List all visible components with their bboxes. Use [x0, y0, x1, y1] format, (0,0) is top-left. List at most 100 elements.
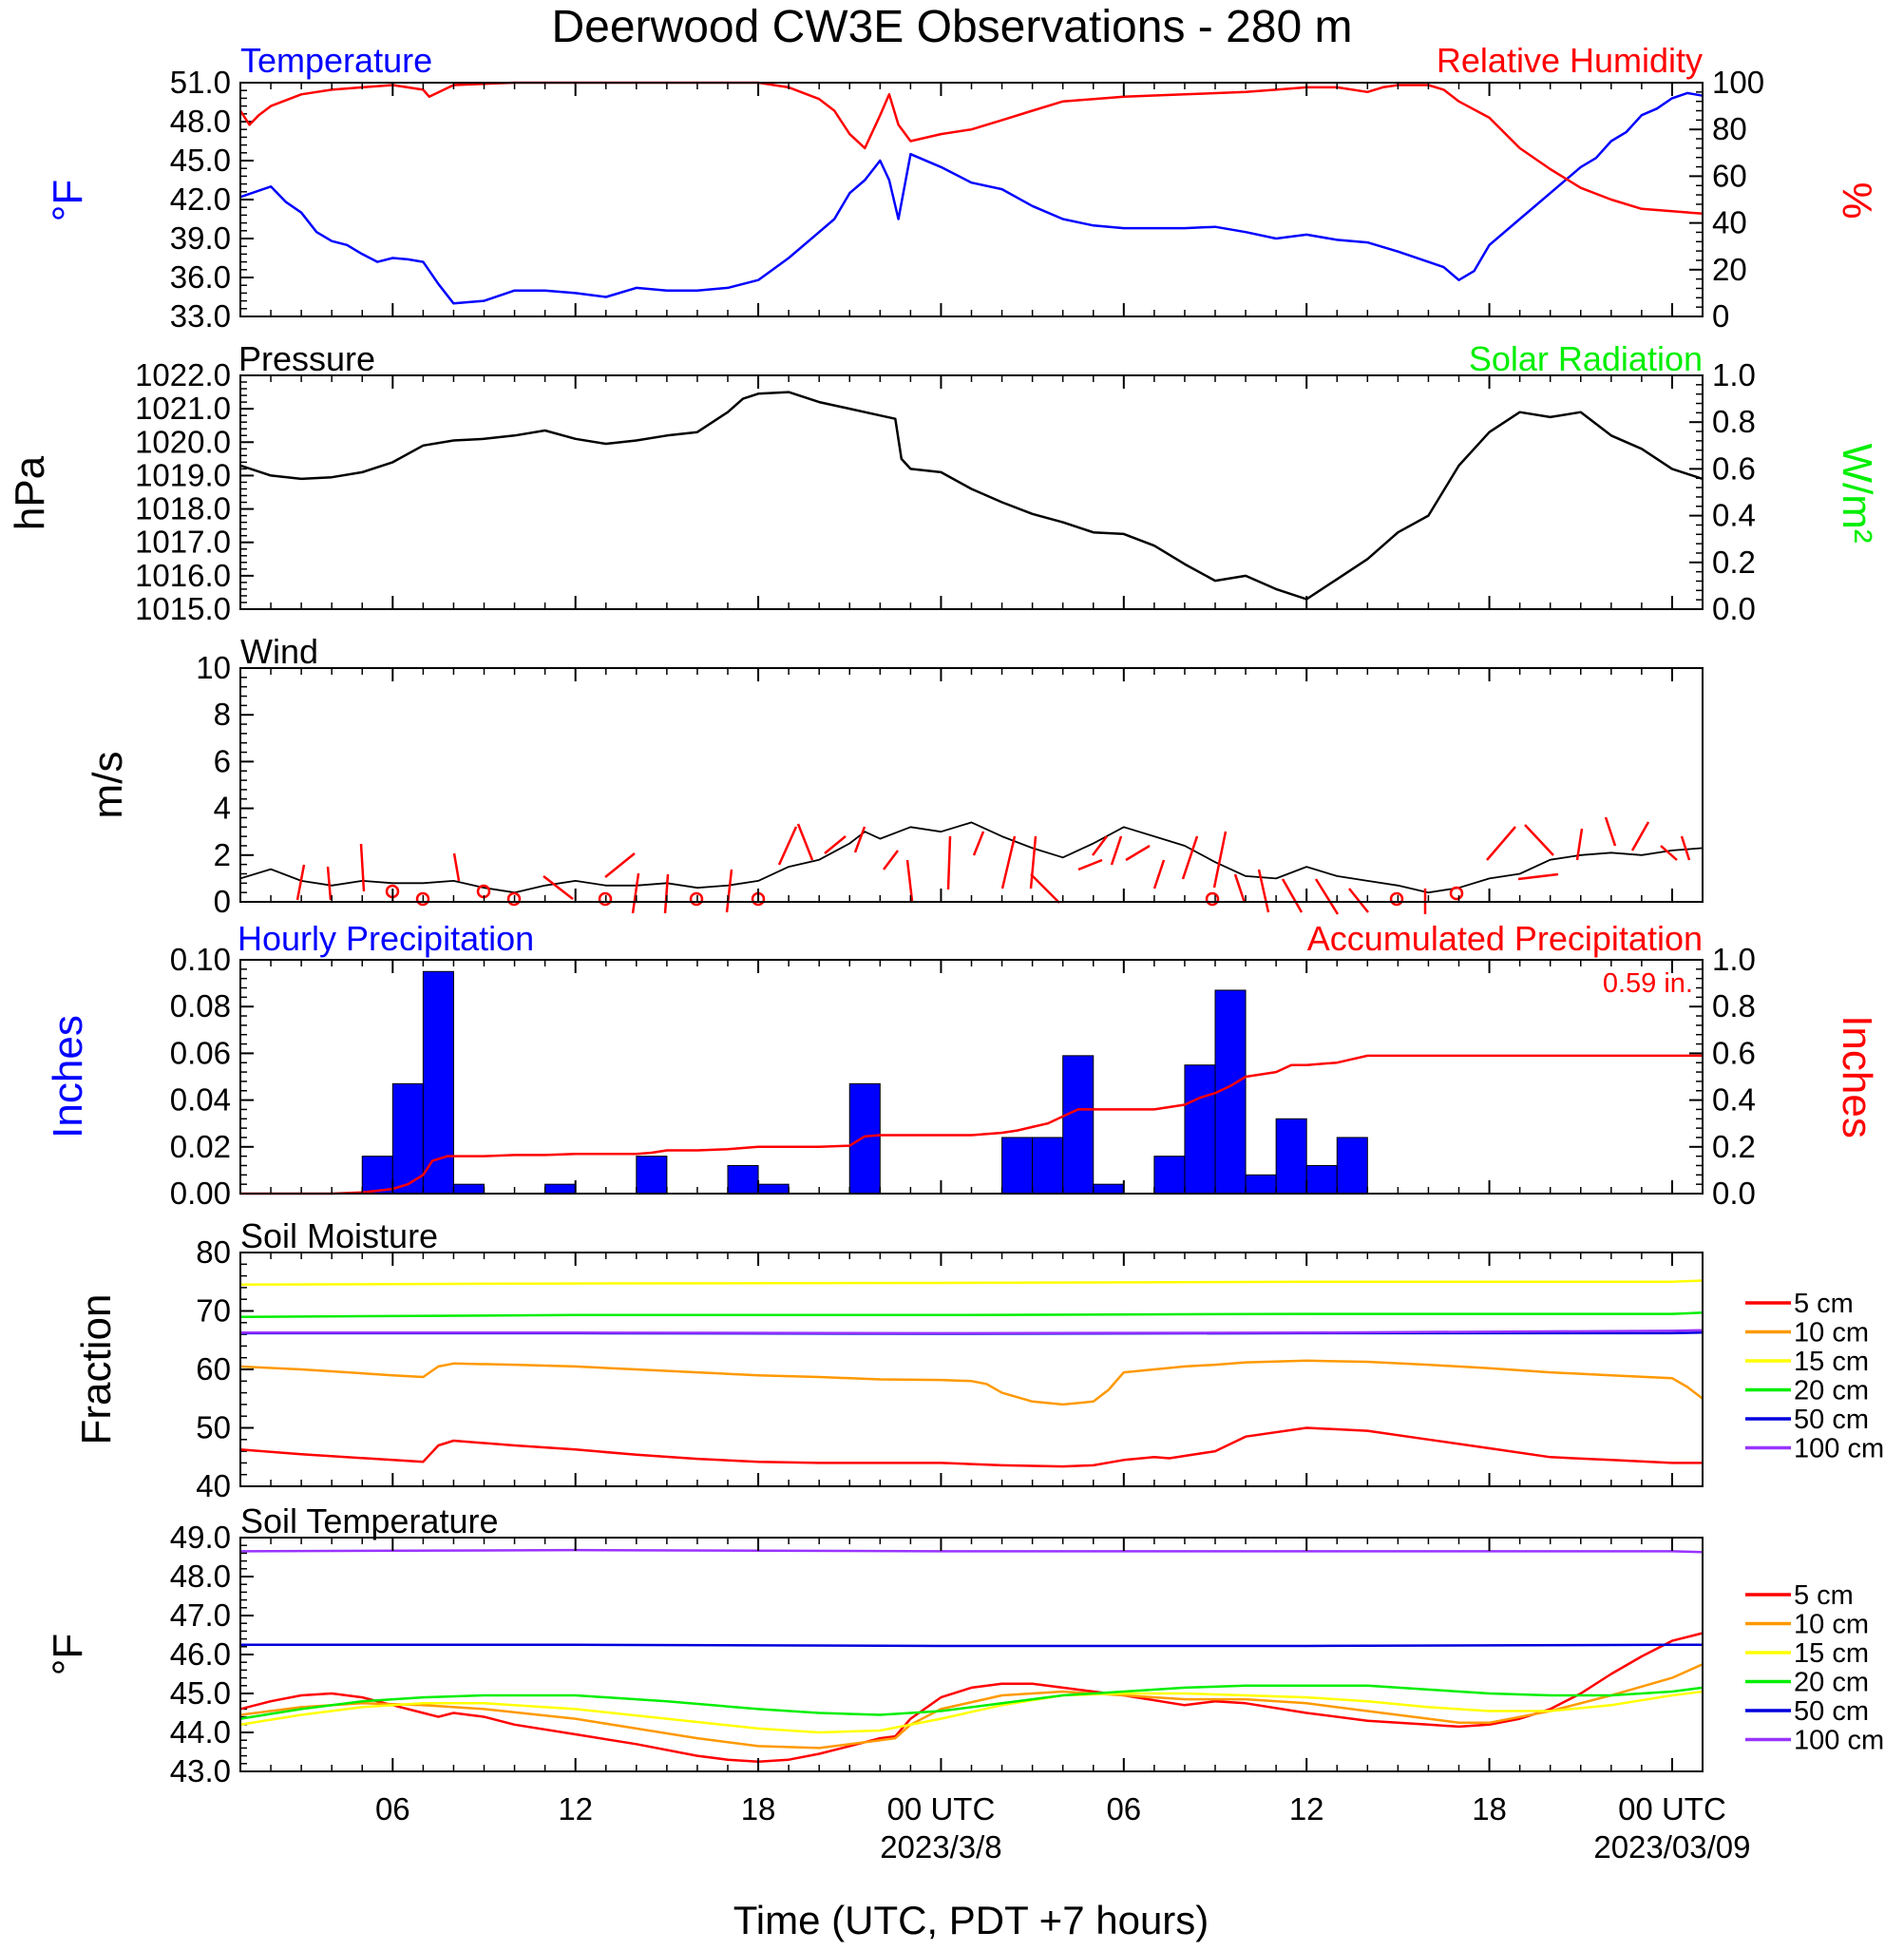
y-tick-label: 0.6 [1712, 1035, 1756, 1070]
wind-calm-marker [1449, 886, 1464, 901]
wind-plot-frame [239, 667, 1704, 903]
y-tick-label: 0.2 [1712, 545, 1756, 580]
y-tick-label: 0.4 [1712, 498, 1756, 533]
y-tick-label: 0.00 [170, 1176, 231, 1211]
hourly-precip-unit: Inches [45, 1015, 91, 1138]
wind-barb [1575, 828, 1584, 861]
x-tick-label: 18 [1472, 1791, 1507, 1827]
wind-barb [725, 869, 733, 913]
relative-humidity-label: Relative Humidity [1437, 41, 1703, 80]
y-tick-label: 1018.0 [135, 491, 231, 526]
y-tick-label: 48.0 [170, 104, 231, 139]
y-tick-label: 60 [1712, 158, 1747, 193]
y-tick-label: 0 [214, 884, 231, 919]
y-tick-label: 4 [214, 791, 231, 826]
wind-barb [1092, 835, 1108, 856]
wind-y-ticks: 0 2 4 6 8 10 [196, 650, 254, 919]
legend-label: 15 cm [1794, 1347, 1869, 1377]
y-tick-label: 46.0 [170, 1636, 231, 1672]
wind-barb [1030, 873, 1060, 904]
soil-moisture-unit: Fraction [73, 1294, 120, 1445]
wind-wind-line [239, 821, 1704, 894]
precip-total: 0.59 in. [1603, 968, 1693, 999]
temperature-y-ticks: 33.036.039.042.0 45.0 48.0 51.0 [170, 65, 254, 334]
y-tick-label: 40 [196, 1468, 231, 1503]
accumulated-precip-y-ticks: 0.0 0.2 0.4 0.6 0.8 1.0 [1689, 942, 1756, 1211]
y-tick-label: 0.8 [1712, 988, 1756, 1023]
precip-bar [1001, 1137, 1034, 1195]
temperature-plot-frame [239, 82, 1704, 317]
wind-barb [905, 859, 914, 902]
solar-radiation-unit: W/m² [1834, 443, 1880, 543]
wind-barb [1281, 878, 1304, 913]
wind-barb [452, 852, 461, 882]
y-tick-label: 42.0 [170, 182, 231, 217]
x-tick-date: 2023/03/09 [1593, 1829, 1750, 1865]
solar-radiation-y-ticks: 0.0 0.2 0.4 0.6 0.8 1.0 [1689, 357, 1756, 626]
y-tick-label: 80 [196, 1234, 231, 1270]
precip-bar [636, 1156, 668, 1195]
wind-barb [663, 873, 670, 914]
legend-label: 50 cm [1794, 1405, 1869, 1435]
relative-humidity-unit: % [1834, 182, 1880, 219]
y-tick-label: 0.10 [170, 942, 231, 977]
y-tick-label: 1.0 [1712, 357, 1756, 392]
pressure-label: Pressure [238, 339, 375, 378]
wind-barb [1660, 845, 1678, 861]
soil_moisture-15-cm-line [239, 1279, 1704, 1287]
soil_temp-5-cm-line [239, 1632, 1704, 1764]
y-tick-label: 60 [196, 1351, 231, 1387]
y-tick-label: 51.0 [170, 65, 231, 100]
y-tick-label: 48.0 [170, 1559, 231, 1594]
soil-moisture-plot-frame [239, 1252, 1704, 1487]
y-tick-label: 100 [1712, 65, 1764, 100]
y-tick-label: 50 [196, 1410, 231, 1445]
wind-barb [1680, 835, 1691, 861]
soil_moisture-10-cm-line [239, 1359, 1704, 1406]
pressure-series [239, 391, 1704, 601]
y-tick-label: 0.02 [170, 1129, 231, 1164]
wind-series [239, 821, 1704, 894]
temperature-unit: °F [45, 180, 91, 221]
wind-panel: Wind m/s 0 2 4 6 8 10 [85, 632, 1704, 919]
temperature-label: Temperature [240, 41, 432, 80]
wind-calm-marker [506, 891, 522, 907]
y-tick-label: 45.0 [170, 143, 231, 178]
soil_moisture-100-cm-line [240, 1329, 1704, 1335]
y-tick-label: 1017.0 [135, 525, 231, 560]
wind-barb [1524, 824, 1554, 856]
precip-accumulated-precipitation-line [240, 1054, 1703, 1195]
y-tick-label: 40 [1712, 205, 1747, 240]
precip-bar [452, 1183, 485, 1195]
legend-label: 20 cm [1794, 1668, 1869, 1698]
precipitation-series [240, 970, 1703, 1195]
wind-barb [1233, 873, 1247, 904]
temperature-temperature-line [239, 91, 1704, 305]
precip-bar [1153, 1156, 1186, 1195]
soil-moisture-series [239, 1279, 1704, 1468]
y-tick-label: 1022.0 [135, 357, 231, 392]
precip-bar [544, 1183, 577, 1195]
legend-label: 100 cm [1794, 1726, 1884, 1756]
legend-label: 50 cm [1794, 1696, 1869, 1727]
wind-barb [1110, 835, 1123, 866]
soil_temp-20-cm-line [239, 1684, 1704, 1720]
y-tick-label: 33.0 [170, 298, 231, 334]
y-tick-label: 1015.0 [135, 591, 231, 626]
y-tick-label: 8 [214, 697, 231, 732]
wind-barb [1486, 826, 1516, 861]
wind-calm-marker [689, 891, 704, 907]
wind-calm-marker [415, 891, 430, 907]
y-tick-label: 0.4 [1712, 1082, 1756, 1118]
legend-label: 5 cm [1794, 1289, 1854, 1319]
wind-calm-marker [1205, 891, 1220, 907]
wind-barb [777, 826, 798, 866]
accumulated-precip-unit: Inches [1834, 1015, 1880, 1138]
wind-barb [1517, 872, 1559, 881]
wind-barb [1000, 835, 1017, 889]
wind-barb [796, 823, 814, 861]
x-tick-label: 06 [1106, 1791, 1141, 1827]
